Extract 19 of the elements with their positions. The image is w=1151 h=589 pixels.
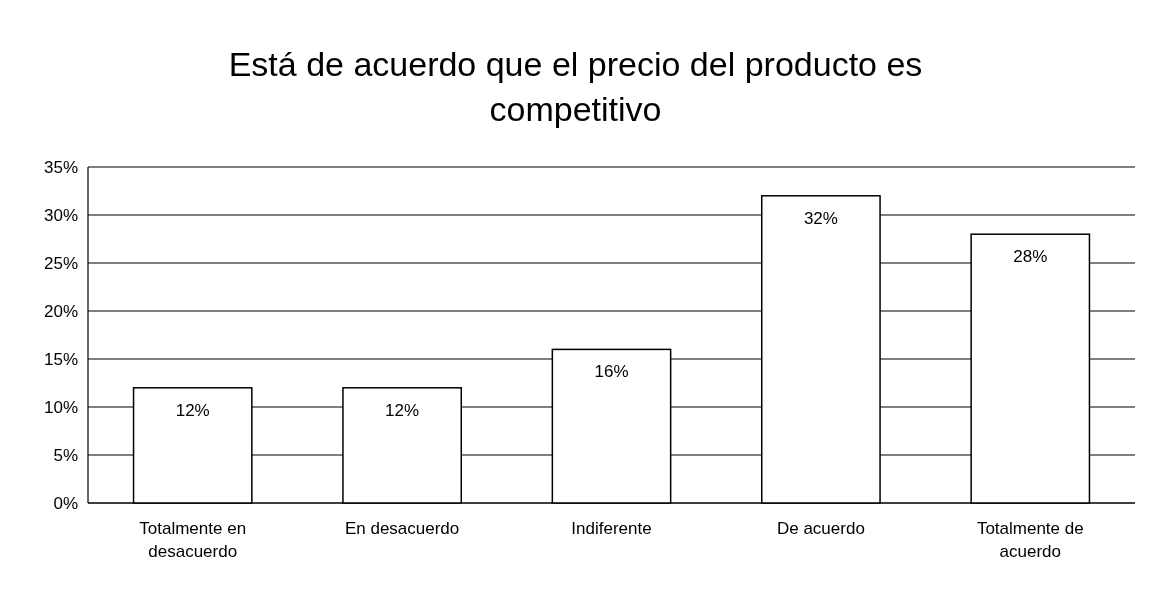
y-tick-label: 0% bbox=[53, 493, 78, 513]
y-tick-label: 5% bbox=[53, 445, 78, 465]
data-label: 16% bbox=[594, 362, 629, 382]
data-label: 12% bbox=[385, 400, 420, 420]
x-tick-label: Totalmente de acuerdo bbox=[976, 519, 1084, 561]
y-tick-label: 25% bbox=[43, 253, 78, 273]
x-tick-label: De acuerdo bbox=[776, 519, 865, 538]
data-label: 12% bbox=[175, 400, 210, 420]
y-tick-label: 10% bbox=[43, 397, 78, 417]
chart-title: Está de acuerdo que el precio del producto es competitivo bbox=[228, 45, 923, 128]
y-tick-label: 20% bbox=[43, 301, 78, 321]
data-label: 32% bbox=[803, 208, 838, 228]
y-tick-label: 35% bbox=[43, 157, 78, 177]
x-tick-label: Totalmente en desacuerdo bbox=[139, 519, 247, 561]
data-label: 28% bbox=[1013, 247, 1048, 267]
x-tick-label: En desacuerdo bbox=[344, 519, 460, 538]
y-tick-label: 15% bbox=[43, 349, 78, 369]
y-tick-label: 30% bbox=[43, 205, 78, 225]
x-tick-label: Indiferente bbox=[571, 519, 652, 538]
